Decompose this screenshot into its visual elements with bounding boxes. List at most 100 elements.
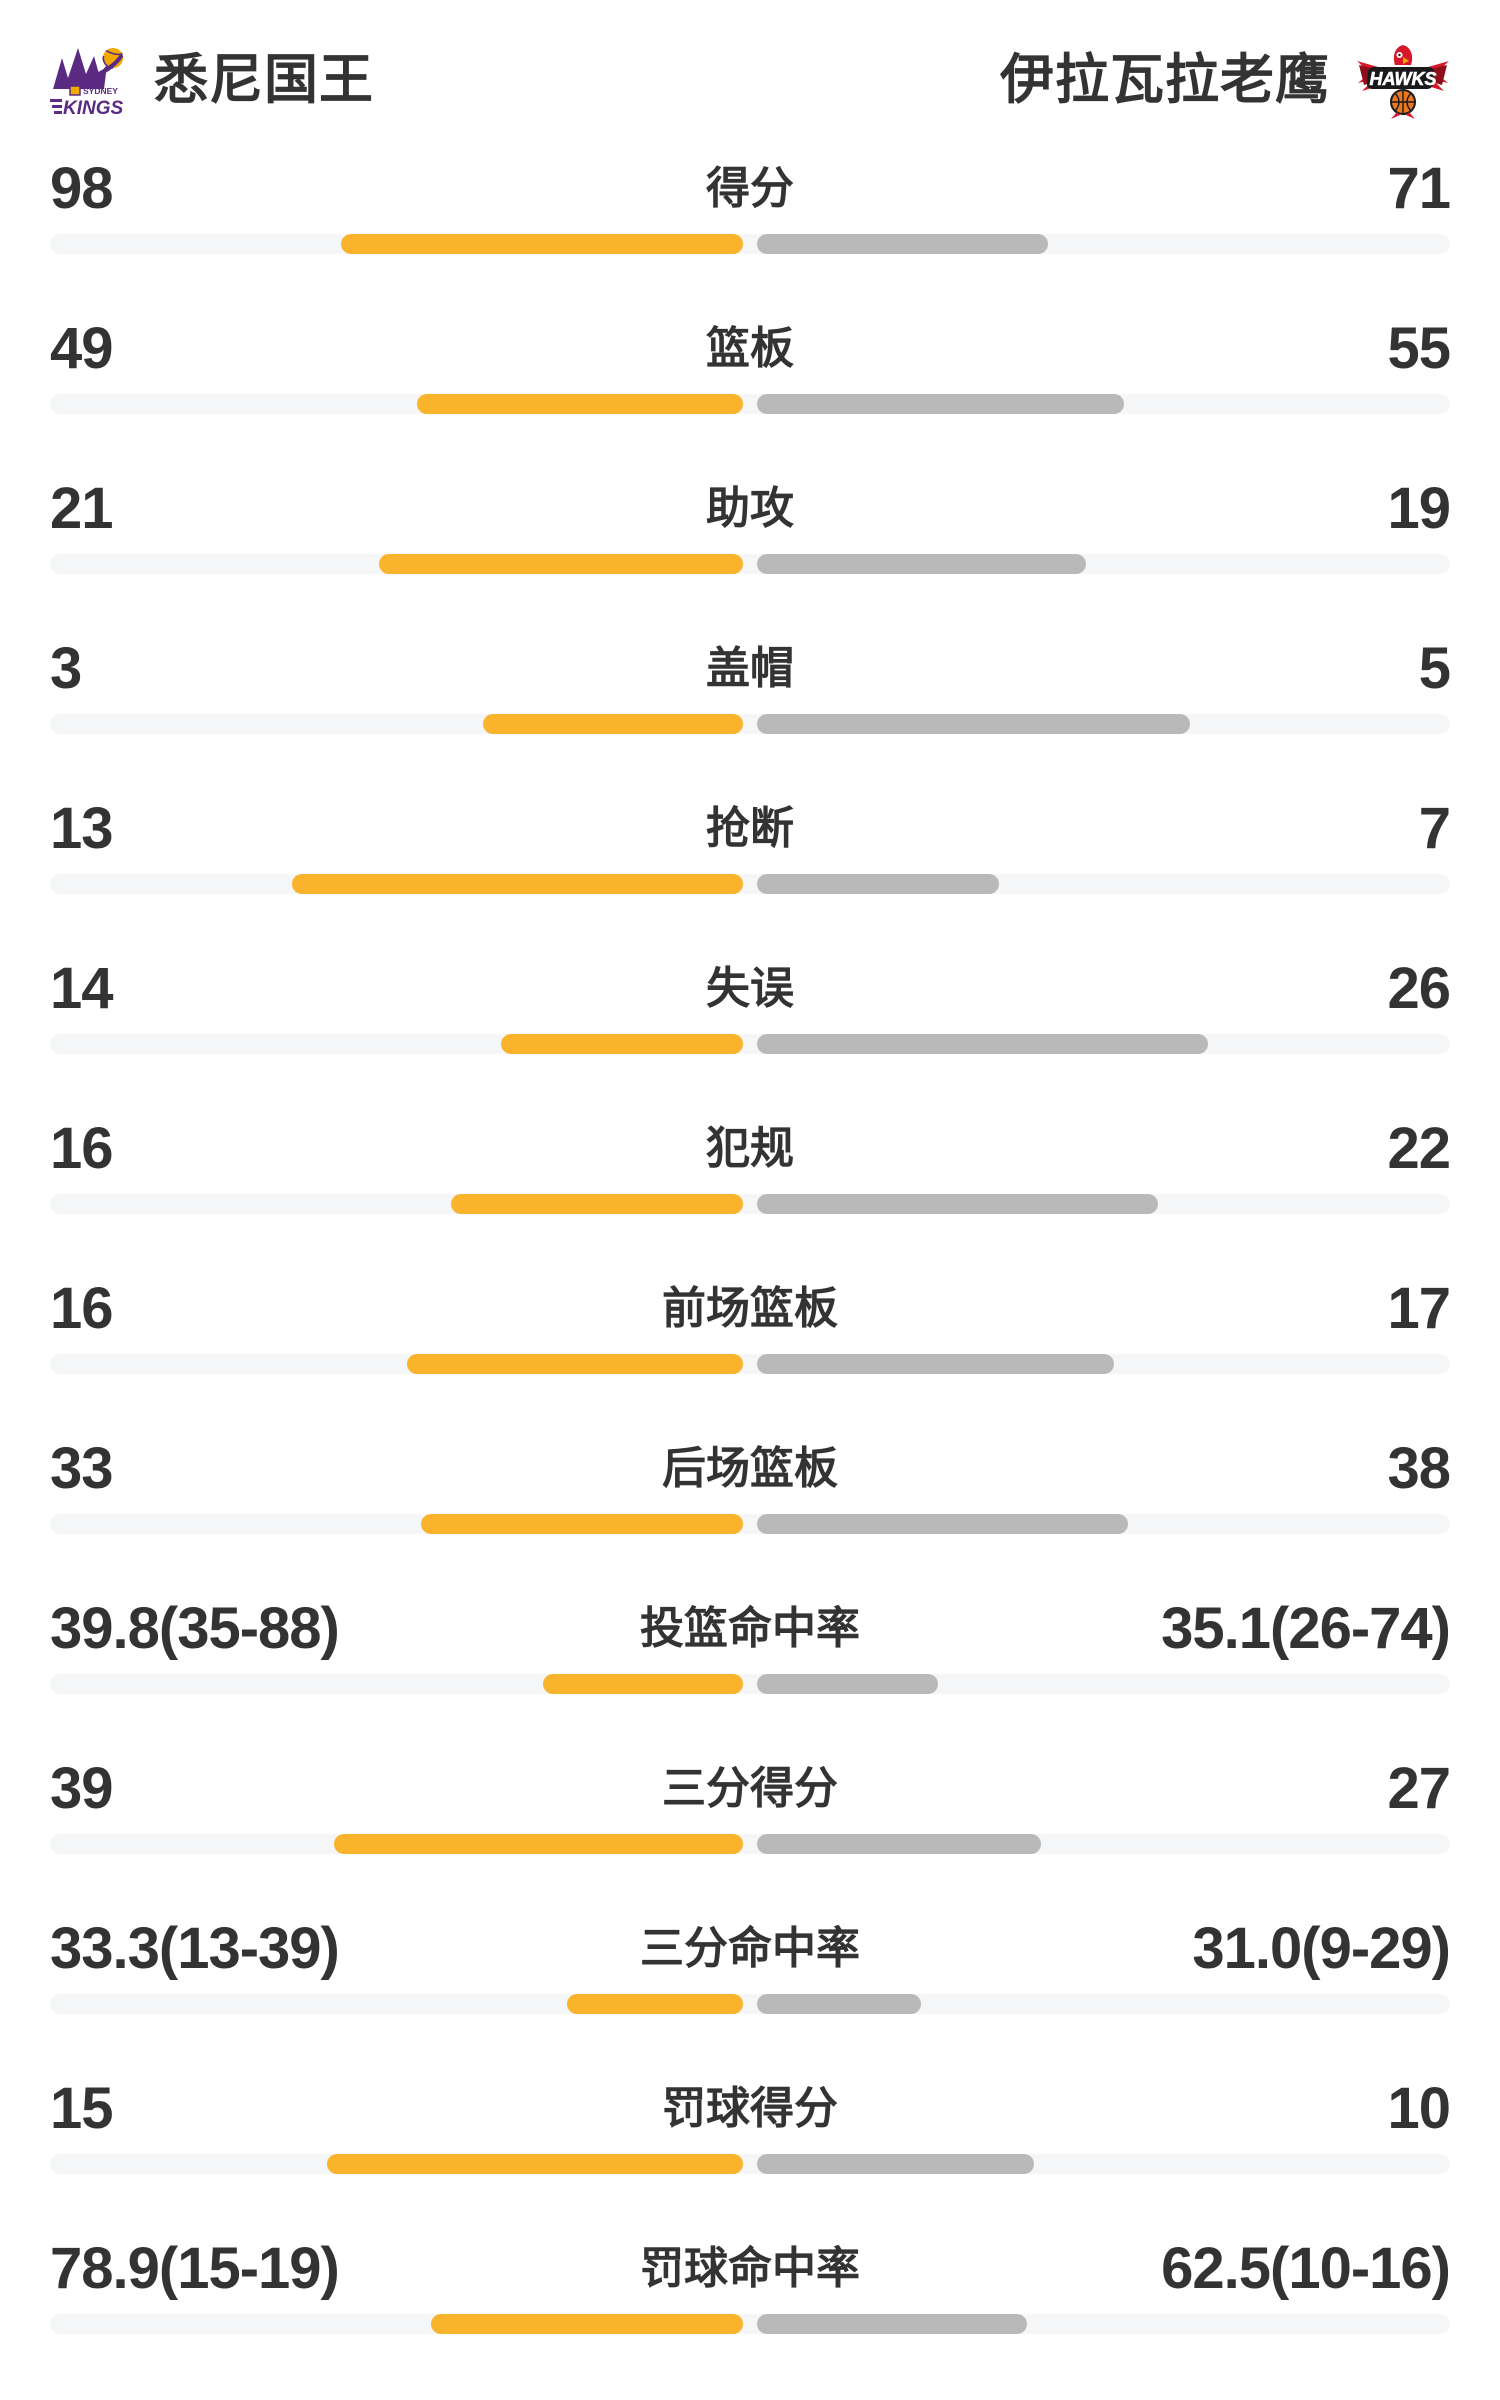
away-stat-bar [757,874,1000,894]
home-stat-value: 13 [50,796,114,861]
stat-bar-track [50,554,1450,574]
home-team-name: 悉尼国王 [154,50,374,110]
away-stat-value: 17 [1387,1276,1451,1341]
stat-bar-track [50,394,1450,414]
away-stat-value: 22 [1387,1116,1451,1181]
home-stat-bar [292,874,743,894]
stat-label: 三分命中率 [640,1924,860,1973]
home-stat-value: 49 [50,316,114,381]
away-stat-value: 31.0(9-29) [1192,1916,1451,1981]
home-stat-bar [567,1994,743,2014]
stat-bar-track [50,2154,1450,2174]
stat-bar-track [50,1354,1450,1374]
stat-label: 投篮命中率 [640,1604,860,1653]
away-stat-bar [757,1514,1128,1534]
away-stat-value: 71 [1387,156,1451,221]
stat-row-values: 39.8(35-88) 投篮命中率 35.1(26-74) [50,1596,1451,1661]
home-stat-bar [416,394,743,414]
stat-row: 14 失误 26 [50,956,1451,1124]
stat-row-values: 39 三分得分 27 [50,1756,1451,1821]
stat-row: 78.9(15-19) 罚球命中率 62.5(10-16) [50,2236,1451,2400]
stat-label: 得分 [706,164,794,213]
away-stat-bar [757,2314,1028,2334]
home-stat-bar [333,1834,743,1854]
stat-row: 21 助攻 19 [50,480,1451,644]
home-stat-value: 3 [50,636,82,701]
svg-text:HAWKS: HAWKS [1370,69,1437,89]
away-stat-value: 55 [1387,316,1451,381]
away-stat-bar [757,1354,1114,1374]
away-stat-bar [757,394,1124,414]
stat-row: 98 得分 71 [50,156,1451,324]
stat-bar-track [50,1194,1450,1214]
stat-row: 13 抢断 7 [50,796,1451,964]
stat-row-values: 78.9(15-19) 罚球命中率 62.5(10-16) [50,2236,1451,2301]
home-stat-value: 16 [50,1276,114,1341]
away-stat-value: 26 [1387,956,1451,1021]
stat-label: 三分得分 [662,1764,838,1813]
away-team[interactable]: 伊拉瓦拉老鹰 HAWKS [1000,41,1450,119]
stat-row: 49 篮板 55 [50,316,1451,484]
away-stat-value: 7 [1418,796,1451,861]
away-stat-bar [757,1994,922,2014]
home-stat-value: 16 [50,1116,114,1181]
stat-row: 39 三分得分 27 [50,1756,1451,1924]
away-stat-bar [757,1674,938,1694]
stat-row-values: 3 盖帽 5 [50,636,1451,701]
stat-row-values: 16 犯规 22 [50,1116,1451,1181]
stat-row-values: 49 篮板 55 [50,316,1451,381]
stat-bar-track [50,1994,1450,2014]
away-stat-value: 27 [1387,1756,1451,1821]
away-stat-value: 35.1(26-74) [1161,1596,1451,1661]
stat-row: 39.8(35-88) 投篮命中率 35.1(26-74) [50,1596,1451,1764]
stat-row: 3 盖帽 5 [50,636,1451,804]
away-stat-bar [757,1034,1208,1054]
stat-row-values: 21 助攻 19 [50,480,1451,538]
stat-row: 16 犯规 22 [50,1116,1451,1284]
home-stat-bar [542,1674,743,1694]
away-stat-bar [757,234,1049,254]
stat-row-values: 13 抢断 7 [50,796,1451,861]
away-stat-value: 38 [1387,1436,1451,1501]
home-stat-bar [500,1034,743,1054]
svg-text:SYDNEY: SYDNEY [83,86,118,96]
stat-row: 16 前场篮板 17 [50,1276,1451,1444]
home-stat-bar [341,234,743,254]
away-stat-bar [757,1834,1041,1854]
stat-bar-track [50,874,1450,894]
stat-row-values: 33 后场篮板 38 [50,1436,1451,1501]
home-stat-value: 33 [50,1436,114,1501]
illawarra-hawks-logo-icon: HAWKS [1357,45,1449,119]
stat-row-values: 15 罚球得分 10 [50,2076,1451,2141]
home-stat-value: 39 [50,1756,114,1821]
away-stat-value: 10 [1387,2076,1451,2141]
stat-label: 篮板 [706,324,794,373]
teams-header: SYDNEY KINGS 悉尼国王 伊拉瓦拉老鹰 HAWKS [50,0,1450,120]
stat-label: 助攻 [706,484,794,533]
stat-label: 失误 [706,964,794,1013]
stats-list: 98 得分 71 49 篮板 55 21 助攻 [50,156,1451,2400]
home-stat-bar [451,1194,743,1214]
away-stat-value: 62.5(10-16) [1161,2236,1451,2301]
stat-bar-track [50,1674,1450,1694]
stat-bar-track [50,234,1450,254]
home-stat-value: 78.9(15-19) [50,2236,340,2301]
away-stat-bar [757,554,1087,574]
stat-bar-track [50,2314,1450,2334]
svg-text:KINGS: KINGS [63,98,124,115]
stat-label: 罚球命中率 [640,2244,860,2293]
away-stat-bar [757,1194,1159,1214]
home-team[interactable]: SYDNEY KINGS 悉尼国王 [50,45,374,115]
stat-row-values: 98 得分 71 [50,156,1451,221]
stat-row-values: 33.3(13-39) 三分命中率 31.0(9-29) [50,1916,1451,1981]
stat-row-values: 16 前场篮板 17 [50,1276,1451,1341]
stat-bar-track [50,1034,1450,1054]
away-stat-bar [757,2154,1035,2174]
home-stat-bar [420,1514,743,1534]
home-stat-bar [327,2154,743,2174]
sydney-kings-logo-icon: SYDNEY KINGS [50,48,124,115]
stat-bar-track [50,1514,1450,1534]
stat-row: 33 后场篮板 38 [50,1436,1451,1604]
home-stat-bar [483,714,743,734]
